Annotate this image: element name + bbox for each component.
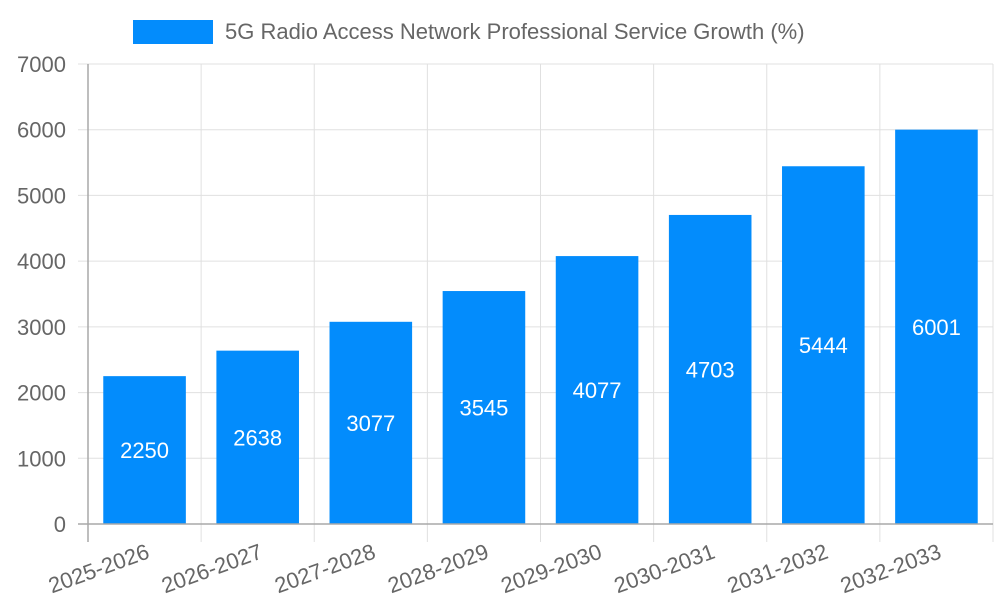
x-tick-label: 2031-2032 (724, 539, 831, 598)
y-tick-label: 6000 (17, 118, 66, 143)
y-tick-label: 2000 (17, 381, 66, 406)
bar-value-label: 3077 (346, 411, 395, 436)
x-tick-label: 2029-2030 (498, 539, 605, 598)
x-tick-label: 2025-2026 (45, 539, 152, 598)
y-tick-label: 5000 (17, 183, 66, 208)
bar[interactable] (668, 214, 752, 524)
y-tick-label: 7000 (17, 52, 66, 77)
bar-value-label: 2250 (120, 438, 169, 463)
bar[interactable] (329, 321, 413, 524)
y-tick-label: 4000 (17, 249, 66, 274)
y-tick-label: 1000 (17, 446, 66, 471)
bar[interactable] (103, 376, 186, 524)
bar-value-label: 5444 (799, 333, 848, 358)
x-tick-label: 2027-2028 (271, 539, 378, 598)
bar-value-label: 3545 (459, 396, 508, 421)
y-tick-label: 0 (54, 512, 66, 537)
x-tick-label: 2030-2031 (611, 539, 718, 598)
x-tick-label: 2026-2027 (158, 539, 265, 598)
bars: 2250 2638 3077 3545 4077 4703 5444 6001 (103, 129, 978, 525)
bar[interactable] (555, 256, 639, 524)
bar[interactable] (895, 129, 978, 525)
y-tick-label: 3000 (17, 315, 66, 340)
legend-swatch (133, 20, 213, 44)
bar-value-label: 4703 (686, 357, 735, 382)
bar-value-label: 4077 (573, 378, 622, 403)
bar-value-label: 2638 (233, 425, 282, 450)
legend-label: 5G Radio Access Network Professional Ser… (225, 19, 805, 44)
x-axis: 2025-2026 2026-2027 2027-2028 2028-2029 2029… (45, 523, 993, 598)
bar[interactable] (782, 166, 865, 524)
bar[interactable] (216, 350, 299, 524)
x-tick-label: 2032-2033 (837, 539, 944, 598)
bar[interactable] (442, 291, 526, 524)
y-axis: 0 1000 2000 3000 4000 5000 6000 7000 (17, 52, 89, 542)
x-tick-label: 2028-2029 (384, 539, 491, 598)
legend[interactable]: 5G Radio Access Network Professional Ser… (133, 19, 805, 44)
bar-value-label: 6001 (912, 315, 961, 340)
